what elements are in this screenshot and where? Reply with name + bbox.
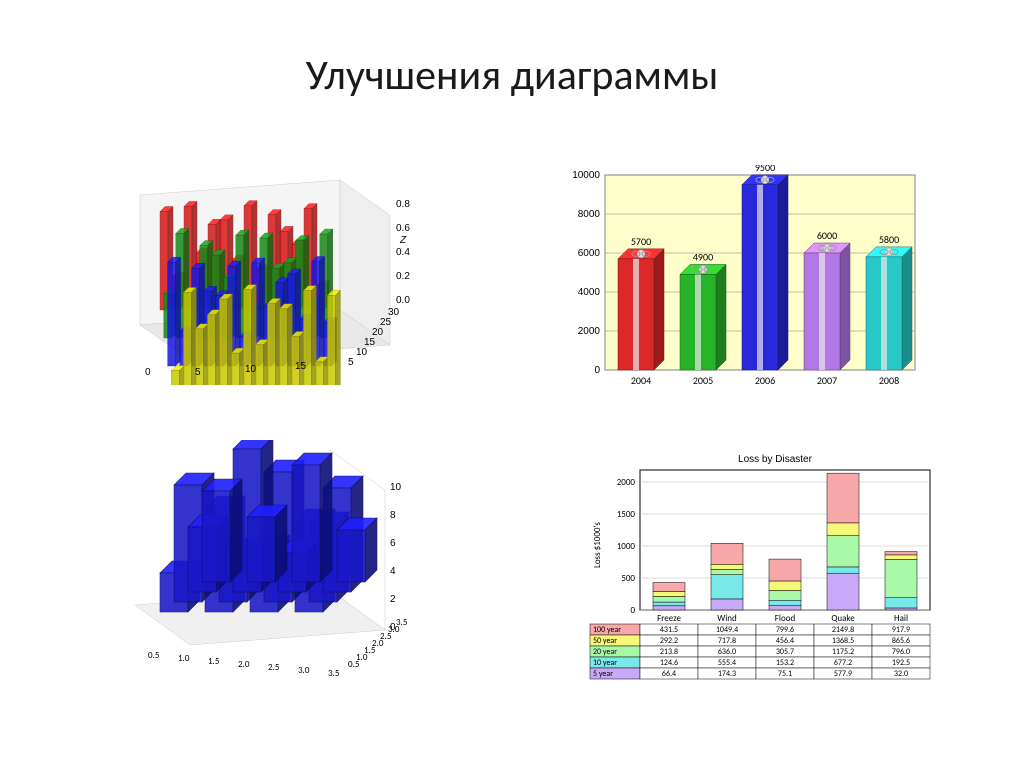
svg-text:4000: 4000	[578, 287, 601, 298]
svg-text:25: 25	[380, 317, 392, 328]
svg-text:3.5: 3.5	[328, 668, 340, 679]
svg-text:5: 5	[195, 367, 201, 378]
svg-text:32.0: 32.0	[894, 669, 908, 679]
svg-text:1175.2: 1175.2	[832, 647, 854, 657]
svg-text:174.3: 174.3	[718, 669, 736, 679]
svg-text:1368.5: 1368.5	[832, 636, 854, 646]
svg-text:0.4: 0.4	[396, 247, 410, 258]
svg-text:1049.4: 1049.4	[716, 625, 738, 635]
svg-text:100 year: 100 year	[593, 625, 621, 635]
svg-text:192.5: 192.5	[892, 658, 910, 668]
svg-text:30: 30	[388, 307, 400, 318]
svg-text:0: 0	[145, 367, 151, 378]
svg-text:213.8: 213.8	[660, 647, 678, 657]
svg-text:2004: 2004	[631, 374, 651, 387]
svg-text:799.6: 799.6	[776, 625, 794, 635]
svg-text:0.8: 0.8	[396, 199, 410, 210]
svg-text:1000: 1000	[617, 541, 636, 552]
svg-text:124.6: 124.6	[660, 658, 678, 668]
svg-text:6: 6	[390, 538, 396, 549]
svg-text:0.0: 0.0	[396, 295, 410, 306]
svg-text:2008: 2008	[879, 374, 899, 387]
svg-text:15: 15	[295, 361, 307, 372]
svg-text:4: 4	[390, 566, 396, 577]
chart-3d-blue: 0 2 4 6 8 10 0.5 1.0 1.5 2.0 2.5 3.0 3.5…	[100, 440, 410, 690]
svg-text:Wind: Wind	[717, 613, 737, 624]
svg-text:5800: 5800	[879, 233, 899, 246]
svg-text:20: 20	[372, 327, 384, 338]
svg-text:10: 10	[356, 347, 368, 358]
svg-text:1.5: 1.5	[208, 656, 220, 667]
svg-text:8: 8	[390, 510, 396, 521]
svg-text:5700: 5700	[631, 235, 651, 248]
chart4-ylabel: Loss $1000's	[592, 522, 603, 568]
svg-text:10: 10	[390, 482, 402, 493]
chart-3d-multicolor: 0 5 10 15 5 10 15 20 25 30 0.0 0.2 0.4 0…	[100, 175, 410, 385]
svg-text:0: 0	[594, 365, 600, 376]
svg-text:865.6: 865.6	[892, 636, 910, 646]
svg-text:0.5: 0.5	[148, 650, 160, 661]
svg-text:3.0: 3.0	[298, 665, 310, 676]
svg-text:Z: Z	[399, 235, 407, 246]
svg-text:153.2: 153.2	[776, 658, 794, 668]
svg-text:431.5: 431.5	[660, 625, 678, 635]
svg-text:577.9: 577.9	[834, 669, 852, 679]
svg-text:10 year: 10 year	[593, 658, 617, 668]
svg-text:50 year: 50 year	[593, 636, 617, 646]
svg-text:717.8: 717.8	[718, 636, 736, 646]
svg-text:66.4: 66.4	[662, 669, 676, 679]
svg-text:500: 500	[621, 573, 635, 584]
svg-text:Freeze: Freeze	[657, 613, 681, 624]
svg-text:5 year: 5 year	[593, 669, 613, 679]
svg-text:0.6: 0.6	[396, 223, 410, 234]
svg-text:2007: 2007	[817, 374, 837, 387]
svg-text:2: 2	[390, 594, 396, 605]
svg-text:75.1: 75.1	[778, 669, 792, 679]
svg-text:10: 10	[245, 364, 257, 375]
svg-text:10000: 10000	[572, 170, 600, 181]
svg-text:Quake: Quake	[831, 613, 855, 624]
svg-text:796.0: 796.0	[892, 647, 910, 657]
svg-text:2000: 2000	[578, 326, 601, 337]
svg-text:4900: 4900	[693, 250, 713, 263]
svg-text:3.5: 3.5	[396, 617, 408, 628]
svg-text:Flood: Flood	[775, 613, 796, 624]
svg-text:5: 5	[348, 357, 354, 368]
svg-text:9500: 9500	[755, 165, 775, 174]
svg-text:456.4: 456.4	[776, 636, 794, 646]
svg-text:20 year: 20 year	[593, 647, 617, 657]
svg-text:2.0: 2.0	[238, 659, 250, 670]
svg-text:636.0: 636.0	[718, 647, 736, 657]
svg-text:2000: 2000	[617, 477, 636, 488]
svg-text:677.2: 677.2	[834, 658, 852, 668]
chart-gift-bars: 0 2000 4000 6000 8000 10000 5700 4900 9500…	[555, 165, 925, 400]
page-title: Улучшения диаграммы	[0, 50, 1024, 101]
svg-text:305.7: 305.7	[776, 647, 794, 657]
svg-text:15: 15	[364, 337, 376, 348]
svg-text:Hail: Hail	[894, 613, 908, 624]
svg-text:0.2: 0.2	[396, 271, 410, 282]
svg-text:2.5: 2.5	[268, 662, 280, 673]
svg-text:0: 0	[630, 605, 635, 616]
svg-text:6000: 6000	[578, 248, 601, 259]
svg-text:2149.8: 2149.8	[832, 625, 854, 635]
svg-text:555.4: 555.4	[718, 658, 736, 668]
chart4-title: Loss by Disaster	[738, 454, 813, 465]
svg-text:8000: 8000	[578, 209, 601, 220]
svg-text:292.2: 292.2	[660, 636, 678, 646]
svg-text:6000: 6000	[817, 229, 837, 242]
svg-text:2005: 2005	[693, 374, 713, 387]
chart-disaster: Loss by Disaster 0 500 1000 1500 2000 Lo…	[565, 450, 945, 685]
svg-text:2006: 2006	[755, 374, 775, 387]
svg-text:1.0: 1.0	[178, 653, 190, 664]
svg-text:917.9: 917.9	[892, 625, 910, 635]
svg-text:1500: 1500	[617, 509, 636, 520]
